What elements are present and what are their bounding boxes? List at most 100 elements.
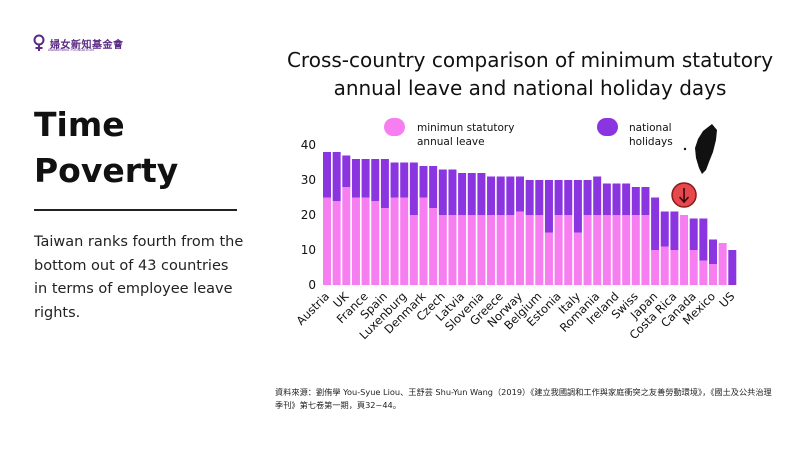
bar-national-holidays	[660, 211, 669, 247]
bar-annual-leave	[361, 197, 370, 285]
bar-national-holidays	[544, 180, 553, 233]
bar-annual-leave	[332, 201, 341, 285]
bar-national-holidays	[641, 187, 650, 215]
bar-national-holidays	[332, 152, 341, 201]
bar-annual-leave	[583, 215, 592, 285]
taiwan-map-icon	[695, 124, 717, 174]
divider	[34, 209, 237, 211]
bar-national-holidays	[400, 162, 409, 198]
bar-national-holidays	[651, 197, 660, 250]
bar-national-holidays	[448, 169, 457, 215]
bar-annual-leave	[718, 243, 727, 285]
bar-national-holidays	[390, 162, 399, 198]
bar-annual-leave	[419, 197, 428, 285]
y-tick-label: 30	[301, 173, 316, 187]
bar-national-holidays	[622, 183, 631, 215]
bar-annual-leave	[487, 215, 496, 285]
x-tick-label: Austria	[293, 289, 332, 328]
description: Taiwan ranks fourth from the bottom out …	[34, 234, 244, 321]
venus-logo-icon	[33, 34, 45, 51]
bar-national-holidays	[564, 180, 573, 215]
bar-annual-leave	[612, 215, 621, 285]
bar-annual-leave	[342, 187, 351, 285]
bar-national-holidays	[728, 250, 737, 285]
bar-national-holidays	[429, 166, 438, 208]
bar-national-holidays	[670, 211, 679, 250]
legend-label-national-holidays: national holidays	[629, 122, 673, 148]
y-tick-label: 20	[301, 208, 316, 222]
bar-annual-leave	[506, 215, 515, 285]
legend-swatch-national-holidays	[597, 118, 618, 136]
source-citation: 資料來源：劉侑學 You-Syue Liou、王舒芸 Shu-Yun Wang（…	[275, 387, 772, 410]
bar-annual-leave	[689, 250, 698, 285]
down-arrow-head	[678, 196, 690, 204]
bar-annual-leave	[593, 215, 602, 285]
bar-national-holidays	[342, 155, 351, 187]
bar-annual-leave	[438, 215, 447, 285]
bar-national-holidays	[477, 173, 486, 215]
bar-annual-leave	[380, 208, 389, 285]
bar-annual-leave	[660, 246, 669, 285]
bar-national-holidays	[361, 159, 370, 198]
bar-national-holidays	[612, 183, 621, 215]
legend-swatch-annual-leave	[384, 118, 405, 136]
bar-annual-leave	[448, 215, 457, 285]
bar-annual-leave	[699, 260, 708, 285]
bar-annual-leave	[409, 215, 418, 285]
bar-national-holidays	[583, 180, 592, 215]
bar-annual-leave	[641, 215, 650, 285]
bar-national-holidays	[573, 180, 582, 233]
bar-annual-leave	[400, 197, 409, 285]
bar-national-holidays	[602, 183, 611, 215]
bar-national-holidays	[535, 180, 544, 215]
bar-annual-leave	[525, 215, 534, 285]
bar-annual-leave	[516, 211, 524, 285]
bar-national-holidays	[487, 176, 496, 215]
logo-subtext: AWAKENING FOUNDATION	[48, 48, 94, 52]
y-tick-label: 40	[301, 138, 316, 152]
bar-national-holidays	[631, 187, 640, 215]
islet-dot-icon	[683, 147, 687, 151]
bar-annual-leave	[467, 215, 476, 285]
y-tick-label: 10	[301, 243, 316, 257]
bar-annual-leave	[544, 232, 553, 285]
bar-annual-leave	[631, 215, 640, 285]
bar-national-holidays	[371, 159, 380, 201]
bar-national-holidays	[506, 176, 515, 215]
bar-national-holidays	[351, 159, 360, 198]
bar-national-holidays	[516, 176, 524, 212]
bar-national-holidays	[709, 239, 717, 264]
heading-line-2: Poverty	[34, 151, 179, 190]
bar-national-holidays	[438, 169, 447, 215]
bar-annual-leave	[371, 201, 380, 285]
bar-annual-leave	[429, 208, 438, 285]
bar-national-holidays	[409, 162, 418, 215]
bar-national-holidays	[554, 180, 563, 215]
bar-national-holidays	[380, 159, 389, 208]
bar-annual-leave	[573, 232, 582, 285]
heading-line-1: Time	[34, 105, 125, 144]
bar-annual-leave	[651, 250, 660, 285]
bar-annual-leave	[458, 215, 467, 285]
bar-annual-leave	[709, 264, 717, 285]
bar-annual-leave	[554, 215, 563, 285]
y-tick-label: 0	[308, 278, 316, 292]
bar-annual-leave	[564, 215, 573, 285]
bar-national-holidays	[525, 180, 534, 215]
bar-annual-leave	[477, 215, 486, 285]
logo: 婦女新知基金會	[32, 34, 124, 52]
bar-annual-leave	[670, 250, 679, 285]
bar-national-holidays	[699, 218, 708, 261]
bar-annual-leave	[390, 197, 399, 285]
bar-national-holidays	[467, 173, 476, 215]
heading: Time Poverty	[34, 102, 178, 194]
bar-annual-leave	[602, 215, 611, 285]
bar-annual-leave	[535, 215, 544, 285]
legend-label-annual-leave: minimun statutory annual leave	[417, 122, 514, 148]
logo-text: 婦女新知基金會	[50, 39, 124, 51]
bar-national-holidays	[323, 152, 331, 198]
bar-national-holidays	[458, 173, 467, 215]
bar-national-holidays	[496, 176, 505, 215]
bar-national-holidays	[593, 176, 602, 215]
